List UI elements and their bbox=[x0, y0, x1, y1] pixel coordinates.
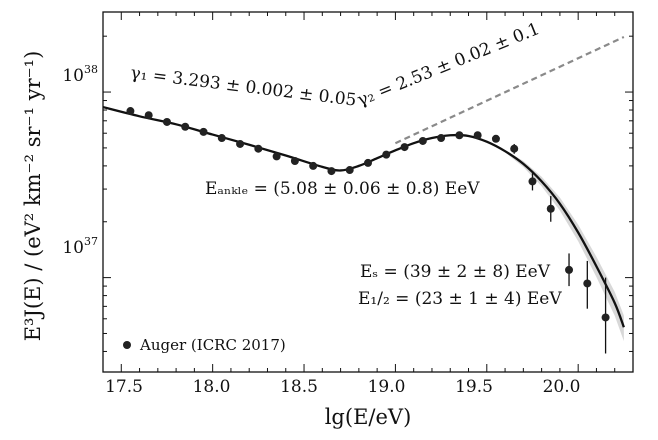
x-tick-label-17.5: 17.5 bbox=[105, 377, 143, 397]
extrapolation-line bbox=[394, 35, 625, 145]
e-half-annotation: E₁/₂ = (23 ± 1 ± 4) EeV bbox=[358, 289, 562, 309]
data-point bbox=[510, 144, 519, 153]
data-point bbox=[400, 143, 409, 152]
data-point bbox=[290, 157, 299, 166]
x-tick-label-19.5: 19.5 bbox=[455, 377, 493, 397]
data-point bbox=[272, 152, 281, 161]
data-point bbox=[162, 117, 171, 126]
data-point bbox=[236, 139, 245, 148]
data-point bbox=[327, 167, 336, 176]
e-ankle-annotation: Eₐₙₖₗₑ = (5.08 ± 0.06 ± 0.8) EeV bbox=[205, 179, 480, 199]
data-point bbox=[601, 313, 610, 322]
y-axis-title: E³J(E) / (eV² km⁻² sr⁻¹ yr⁻¹) bbox=[21, 51, 45, 342]
data-point bbox=[546, 204, 555, 213]
legend-label: Auger (ICRC 2017) bbox=[139, 336, 286, 354]
data-point bbox=[199, 127, 208, 136]
data-point bbox=[382, 150, 391, 159]
extrapolation-dashed-line bbox=[394, 35, 625, 145]
data-points bbox=[126, 107, 610, 354]
data-point bbox=[473, 131, 482, 140]
gamma2-annotation: γ₂ = 2.53 ± 0.02 ± 0.1 bbox=[354, 19, 542, 111]
data-point bbox=[437, 134, 446, 143]
data-point bbox=[144, 111, 153, 120]
data-point bbox=[418, 136, 427, 145]
y-tick-label-1e38: 1038 bbox=[62, 63, 98, 86]
data-point bbox=[345, 166, 354, 175]
legend-marker bbox=[123, 341, 131, 349]
x-tick-label-20.0: 20.0 bbox=[543, 377, 581, 397]
data-point bbox=[126, 107, 135, 116]
x-tick-label-18.0: 18.0 bbox=[193, 377, 231, 397]
data-point bbox=[491, 134, 500, 143]
data-point bbox=[455, 131, 464, 140]
x-tick-label-19.0: 19.0 bbox=[368, 377, 406, 397]
data-point bbox=[364, 158, 372, 167]
x-axis-title: lg(E/eV) bbox=[325, 405, 412, 429]
data-point bbox=[254, 144, 263, 153]
gamma1-annotation: γ₁ = 3.293 ± 0.002 ± 0.05 bbox=[129, 63, 357, 111]
y-axis-ticks bbox=[103, 35, 633, 352]
x-tick-label-18.5: 18.5 bbox=[280, 377, 318, 397]
data-point bbox=[309, 161, 318, 170]
plot-frame bbox=[102, 11, 634, 373]
x-axis-ticks bbox=[120, 12, 616, 372]
data-point bbox=[528, 177, 537, 186]
data-point bbox=[181, 122, 190, 131]
data-point bbox=[583, 279, 592, 288]
data-point bbox=[565, 265, 574, 274]
e-s-annotation: Eₛ = (39 ± 2 ± 8) EeV bbox=[360, 262, 551, 282]
y-tick-label-1e37: 1037 bbox=[62, 235, 98, 258]
data-point bbox=[217, 134, 226, 143]
